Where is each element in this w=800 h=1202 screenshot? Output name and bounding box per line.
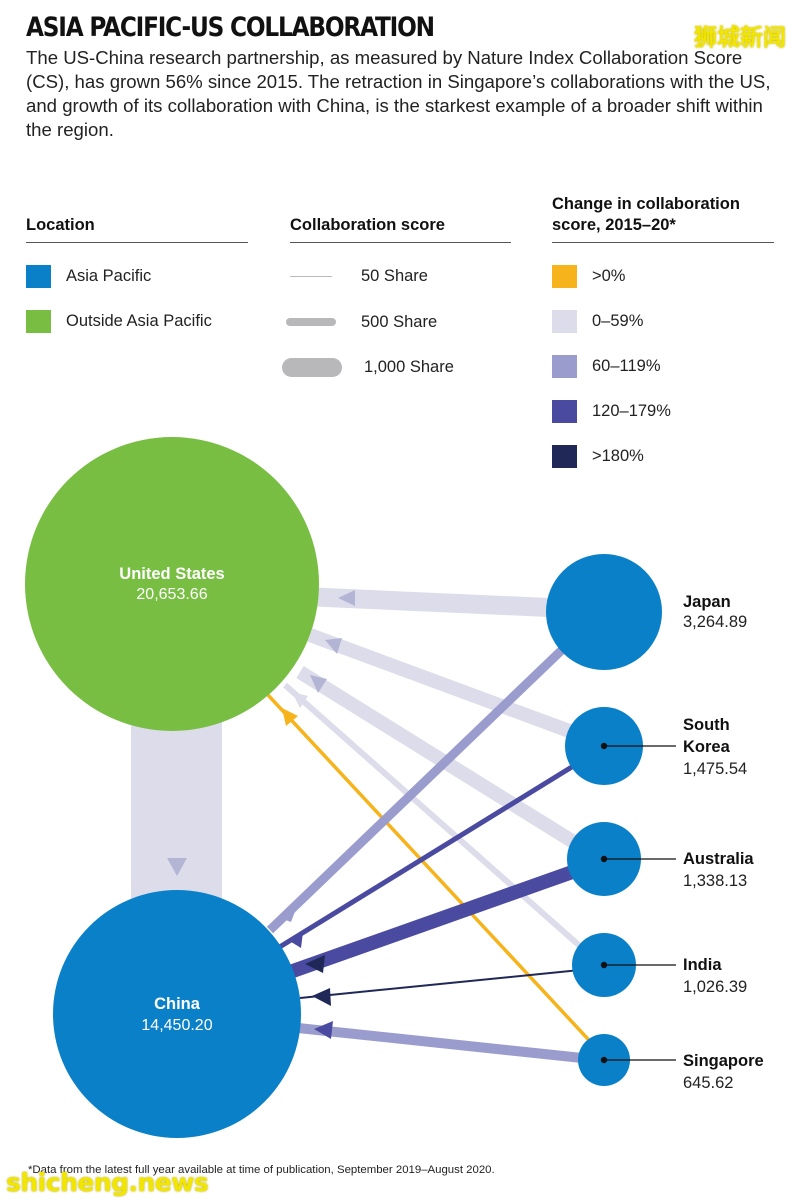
legend-change-rule [552,242,774,243]
us-score: 20,653.66 [136,586,207,603]
leader-australia [600,855,676,863]
watermark-bottom: shicheng.news [6,1168,209,1197]
legend-label-change-0-59: 0–59% [592,312,644,330]
australia-score: 1,338.13 [683,872,747,890]
india-score: 1,026.39 [683,978,747,996]
arrow-australia-us [310,675,327,693]
south-korea-score: 1,475.54 [683,760,747,778]
arrow-south-korea-us [325,638,342,654]
india-name: India [683,956,722,974]
china-name: China [154,995,201,1013]
link-india-us [283,682,592,958]
link-south-korea-china [276,762,577,951]
us-name: United States [119,565,224,583]
legend-label-outside-asia-pacific: Outside Asia Pacific [66,312,212,330]
page-title: ASIA PACIFIC-US COLLABORATION [26,12,435,43]
link-singapore-us [266,693,602,1054]
legend-change-header-line1: Change in collaboration [552,195,740,213]
leader-south-korea [600,742,676,750]
legend-swatch-change-60-119 [552,355,577,378]
australia-name: Australia [683,850,754,868]
node-japan [546,554,662,670]
link-singapore-china [297,1023,583,1063]
south-korea-name-line1: South [683,716,730,734]
intro-text: The US-China research partnership, as me… [26,47,771,140]
arrow-china-us [167,858,187,876]
arrow-singapore-us [282,708,298,726]
link-japan-us [314,587,561,618]
link-china-us [131,700,222,910]
arrow-japan-china [280,906,297,922]
legend-swatch-change-120-179 [552,400,577,423]
leader-india [600,961,676,969]
node-china [53,890,301,1138]
south-korea-name-line2: Korea [683,738,731,756]
link-india-china [299,969,581,999]
legend-label-1000-share: 1,000 Share [364,358,454,376]
arrow-japan-us [338,590,355,606]
legend-label-change-0: >0% [592,267,626,285]
china-score: 14,450.20 [141,1017,212,1034]
legend-swatch-change-0-59 [552,310,577,333]
watermark-top: 狮城新闻 [694,25,786,51]
legend-swatch-asia-pacific [26,265,51,288]
arrow-india-us [292,692,308,708]
link-australia-china [287,863,581,979]
legend-label-change-60-119: 60–119% [592,357,661,375]
leader-singapore [600,1056,676,1064]
legend-band-50 [290,276,332,277]
singapore-score: 645.62 [683,1074,733,1092]
legend-swatch-change-180 [552,445,577,468]
legend-label-change-120-179: 120–179% [592,402,671,420]
legend-band-1000 [282,358,342,377]
japan-name: Japan [683,593,731,611]
legend-label-asia-pacific: Asia Pacific [66,267,152,285]
arrow-india-china [312,988,331,1006]
legend-swatch-outside-asia-pacific [26,310,51,333]
legend-location-rule [26,242,248,243]
legend-location-header: Location [26,216,95,234]
legend-label-change-180: >180% [592,447,644,465]
singapore-name: Singapore [683,1052,764,1070]
legend-band-500 [286,318,336,326]
legend-score-header: Collaboration score [290,216,445,234]
link-south-korea-us [307,628,575,739]
node-united-states [25,437,319,731]
legend-score-rule [290,242,511,243]
legend-change-header-line2: score, 2015–20* [552,216,676,234]
legend-swatch-change-0 [552,265,577,288]
arrow-singapore-china [314,1021,333,1039]
japan-score: 3,264.89 [683,613,747,631]
link-japan-china [266,642,570,934]
arrow-south-korea-china [288,932,303,948]
legend-label-50-share: 50 Share [361,267,428,285]
link-australia-us [296,666,584,852]
legend-label-500-share: 500 Share [361,313,438,331]
arrow-australia-china [305,955,325,973]
footnote: *Data from the latest full year availabl… [28,1164,495,1176]
